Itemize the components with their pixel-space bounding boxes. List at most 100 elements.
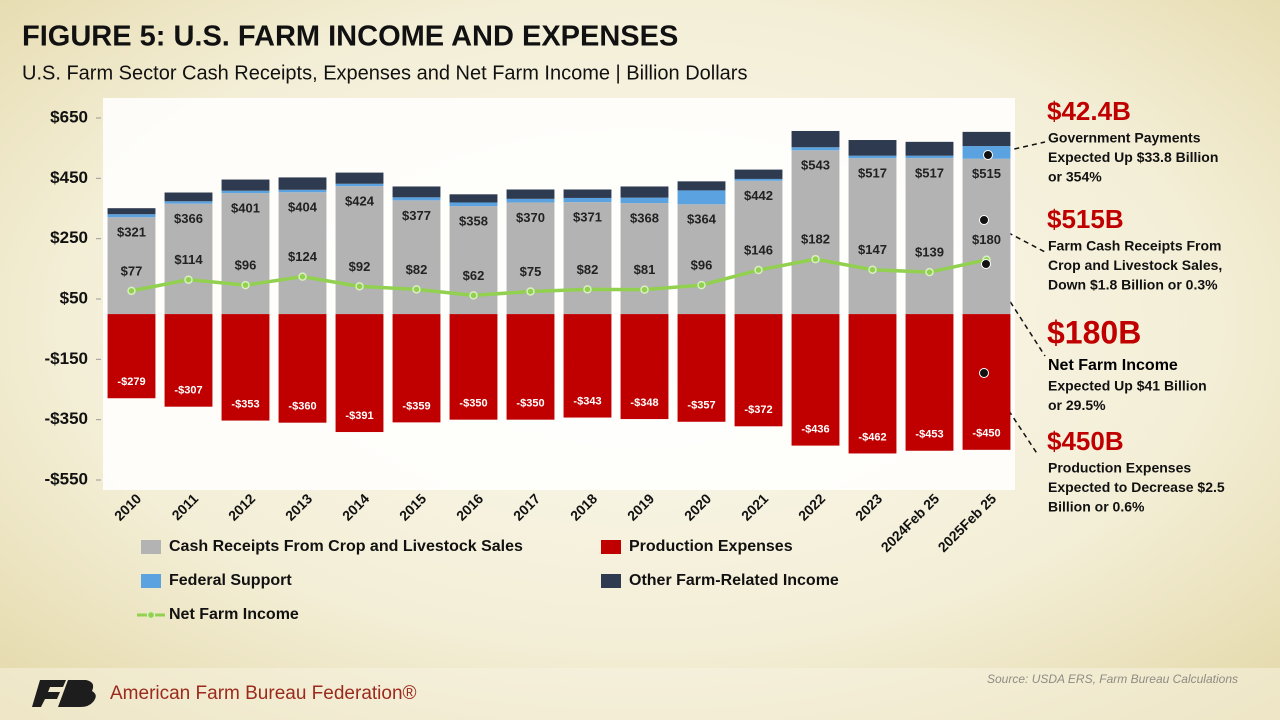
annotation-text: or 354%: [1048, 169, 1102, 185]
bar-segment: [392, 197, 441, 201]
bar-segment: [962, 131, 1011, 147]
bar-segment: [563, 314, 612, 418]
data-label: -$391: [345, 410, 373, 422]
annotation-dot: [979, 215, 989, 225]
data-label: -$350: [516, 398, 544, 410]
data-label: $358: [459, 214, 488, 229]
annotation-text: Billion or 0.6%: [1048, 499, 1145, 515]
data-label: -$372: [744, 404, 772, 416]
y-tick-label: $650: [50, 107, 88, 126]
bar-segment: [848, 140, 897, 156]
bar-segment: [107, 214, 156, 218]
data-label: -$307: [174, 385, 202, 397]
bar-segment: [620, 203, 669, 315]
bar-segment: [905, 155, 954, 159]
annotation-dot: [979, 368, 989, 378]
bar-segment: [221, 190, 270, 194]
bar-segment: [677, 190, 726, 205]
bar-segment: [905, 314, 954, 451]
bar-segment: [221, 179, 270, 191]
annotation-headline: $515B: [1047, 204, 1124, 234]
annotation-dot: [983, 150, 993, 160]
legend-label: Cash Receipts From Crop and Livestock Sa…: [169, 538, 523, 555]
y-tick-label: $450: [50, 168, 88, 187]
data-label: $517: [858, 166, 887, 181]
line-marker: [184, 275, 193, 284]
annotation-text: or 29.5%: [1048, 397, 1106, 413]
bar-segment: [107, 217, 156, 315]
bar-segment: [278, 189, 327, 193]
bar-segment: [335, 314, 384, 433]
bar-segment: [848, 314, 897, 454]
line-marker: [925, 267, 934, 277]
data-label: $401: [231, 201, 260, 216]
bar-segment: [848, 155, 897, 159]
data-label: -$360: [288, 401, 316, 413]
annotation-text: Expected Up $41 Billion: [1048, 378, 1207, 394]
data-label: -$350: [459, 398, 487, 410]
data-label: -$436: [801, 424, 829, 436]
line-marker: [868, 265, 877, 274]
legend-swatch: [146, 610, 156, 620]
data-label: $96: [691, 258, 713, 273]
bar-segment: [164, 201, 213, 204]
data-label: -$357: [687, 400, 715, 412]
data-label: $92: [349, 259, 371, 274]
bar-segment: [107, 208, 156, 215]
bars: [107, 130, 1011, 454]
data-label: $182: [801, 232, 830, 247]
line-marker: [469, 291, 478, 300]
bar-segment: [506, 314, 555, 420]
bar-segment: [791, 150, 840, 315]
data-label: $366: [174, 211, 203, 226]
bar-segment: [449, 202, 498, 207]
line-marker: [241, 280, 250, 290]
bar-segment: [563, 189, 612, 198]
bar-segment: [677, 204, 726, 315]
bar-segment: [734, 180, 783, 315]
bar-segment: [392, 314, 441, 423]
bar-segment: [791, 130, 840, 148]
data-label: -$359: [402, 400, 430, 412]
bar-segment: [734, 169, 783, 179]
line-marker: [754, 265, 763, 275]
bar-segment: [734, 178, 783, 181]
bar-segment: [962, 314, 1011, 450]
data-label: $442: [744, 188, 773, 203]
bar-segment: [335, 183, 384, 187]
y-tick-label: $250: [50, 228, 88, 247]
line-marker: [697, 280, 706, 290]
line-marker: [298, 272, 307, 281]
data-label: $96: [235, 258, 257, 273]
y-tick-label: -$350: [45, 409, 88, 428]
bar-segment: [563, 202, 612, 315]
data-label: -$462: [858, 431, 886, 443]
data-label: $146: [744, 242, 773, 257]
y-tick-label: -$550: [45, 469, 88, 488]
chart-title: FIGURE 5: U.S. FARM INCOME AND EXPENSES: [22, 21, 678, 53]
annotation-text: Crop and Livestock Sales,: [1048, 257, 1222, 273]
bar-segment: [791, 147, 840, 151]
annotation-text: Government Payments: [1048, 130, 1201, 146]
legend-swatch: [601, 574, 621, 588]
data-label: $62: [463, 268, 485, 283]
bar-segment: [506, 198, 555, 203]
data-label: $370: [516, 210, 545, 225]
line-marker: [640, 285, 649, 294]
line-marker: [526, 287, 535, 296]
data-label: $82: [406, 262, 428, 277]
line-marker: [127, 286, 136, 296]
data-label: $77: [121, 263, 143, 278]
bar-segment: [563, 197, 612, 203]
bar-segment: [791, 314, 840, 446]
legend-label: Federal Support: [169, 572, 292, 589]
bar-segment: [335, 172, 384, 184]
data-label: $147: [858, 242, 887, 257]
data-label: $139: [915, 245, 944, 260]
data-label: $371: [573, 210, 602, 225]
data-label: -$343: [573, 395, 601, 407]
legend-swatch: [141, 540, 161, 554]
bar-segment: [734, 314, 783, 427]
